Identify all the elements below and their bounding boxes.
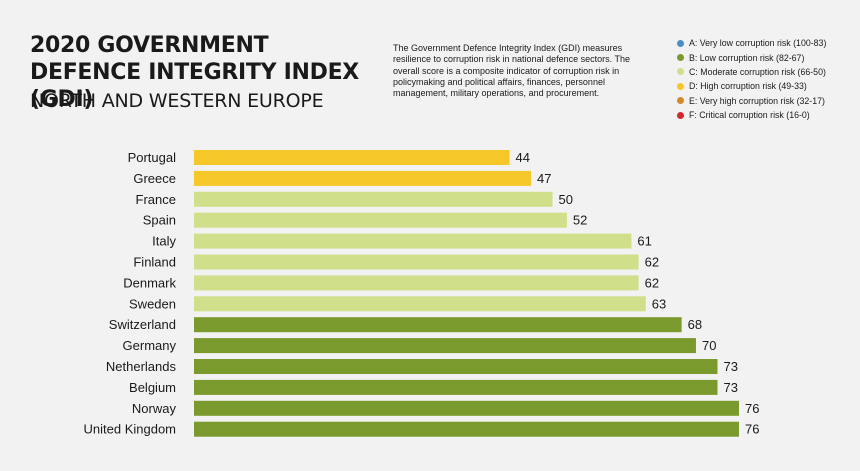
category-label-switzerland: Switzerland [109, 317, 176, 332]
bar-finland [194, 254, 639, 270]
bar-sweden [194, 296, 646, 312]
category-label-italy: Italy [152, 234, 176, 249]
legend: A: Very low corruption risk (100-83) B: … [677, 36, 826, 122]
category-label-united-kingdom: United Kingdom [84, 422, 177, 437]
value-label-spain: 52 [573, 213, 587, 228]
legend-label-a: A: Very low corruption risk (100-83) [689, 38, 827, 49]
value-label-italy: 61 [637, 234, 651, 249]
legend-label-b: B: Low corruption risk (82-67) [689, 52, 805, 63]
category-label-france: France [136, 192, 176, 207]
category-label-sweden: Sweden [129, 296, 176, 311]
value-label-portugal: 44 [516, 150, 530, 165]
chart-subtitle: NORTH AND WESTERN EUROPE [30, 90, 324, 112]
bar-greece [194, 170, 532, 186]
value-label-belgium: 73 [723, 380, 737, 395]
bar-switzerland [194, 317, 682, 333]
category-label-norway: Norway [132, 401, 177, 416]
legend-item-d: D: High corruption risk (49-33) [677, 79, 826, 93]
value-label-united-kingdom: 76 [745, 422, 759, 437]
legend-label-f: F: Critical corruption risk (16-0) [689, 110, 810, 121]
bar-portugal [194, 150, 510, 165]
bar-belgium [194, 379, 718, 395]
value-label-finland: 62 [645, 255, 659, 270]
category-label-portugal: Portugal [128, 150, 177, 165]
bar-germany [194, 338, 696, 354]
bar-netherlands [194, 359, 718, 374]
legend-label-e: E: Very high corruption risk (32-17) [689, 95, 825, 106]
value-label-norway: 76 [745, 401, 759, 416]
bar-spain [194, 212, 567, 228]
bar-france [194, 191, 553, 207]
value-label-greece: 47 [537, 171, 551, 186]
category-label-belgium: Belgium [129, 380, 176, 395]
legend-dot-c [677, 68, 684, 76]
value-label-sweden: 63 [652, 296, 666, 311]
category-label-greece: Greece [133, 171, 176, 186]
value-label-denmark: 62 [645, 275, 659, 290]
value-label-france: 50 [559, 192, 573, 207]
legend-item-c: C: Moderate corruption risk (66-50) [677, 65, 826, 79]
bar-italy [194, 233, 632, 249]
value-label-netherlands: 73 [723, 359, 737, 374]
legend-label-d: D: High corruption risk (49-33) [689, 81, 807, 92]
category-label-finland: Finland [133, 255, 176, 270]
category-label-netherlands: Netherlands [106, 359, 177, 374]
legend-item-b: B: Low corruption risk (82-67) [677, 50, 826, 64]
value-label-germany: 70 [702, 338, 716, 353]
legend-dot-e [677, 97, 684, 105]
legend-item-f: F: Critical corruption risk (16-0) [677, 108, 826, 122]
value-label-switzerland: 68 [688, 317, 702, 332]
legend-item-e: E: Very high corruption risk (32-17) [677, 94, 826, 108]
bar-norway [194, 400, 739, 416]
category-label-germany: Germany [123, 338, 177, 353]
chart-title: 2020 GOVERNMENT DEFENCE INTEGRITY INDEX … [30, 33, 359, 112]
legend-label-c: C: Moderate corruption risk (66-50) [689, 66, 826, 77]
category-label-spain: Spain [143, 213, 176, 228]
bar-denmark [194, 275, 639, 291]
bar-united-kingdom [194, 421, 739, 437]
legend-dot-d [677, 82, 684, 90]
legend-dot-b [677, 54, 684, 62]
legend-dot-a [677, 39, 684, 47]
chart-description: The Government Defence Integrity Index (… [393, 43, 630, 99]
legend-item-a: A: Very low corruption risk (100-83) [677, 36, 826, 50]
legend-dot-f [677, 111, 684, 119]
category-label-denmark: Denmark [123, 275, 176, 290]
